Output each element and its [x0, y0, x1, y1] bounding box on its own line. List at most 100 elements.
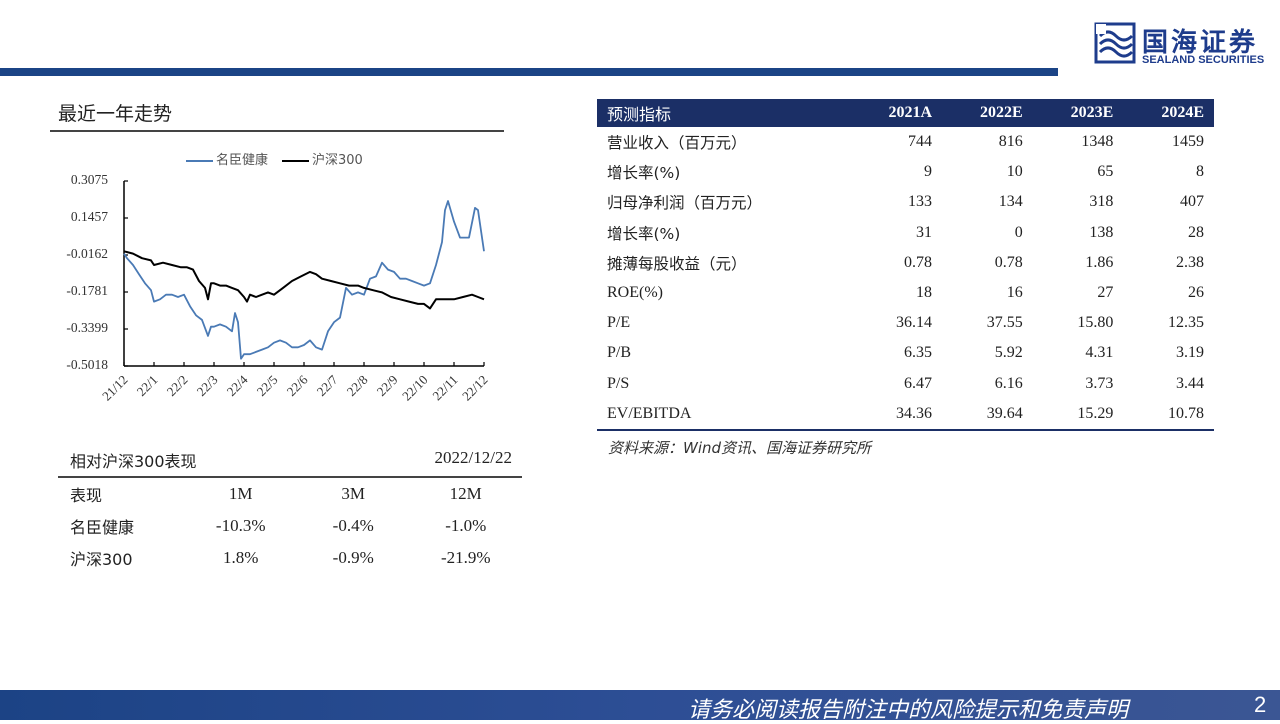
forecast-row-label: P/E: [607, 314, 631, 332]
forecast-cell: 5.92: [994, 344, 1023, 362]
forecast-cell: 0: [1014, 223, 1023, 241]
forecast-header-row: 预测指标 2021A 2022E 2023E 2024E: [597, 99, 1214, 127]
forecast-row: 摊薄每股收益（元） 0.78 0.78 1.86 2.38: [597, 248, 1214, 278]
forecast-row-label: 增长率(%): [607, 224, 681, 243]
relative-performance-table: 相对沪深300表现 2022/12/22 表现 1M 3M 12M 名臣健康 -…: [58, 448, 522, 574]
legend-swatch-stock: [186, 159, 213, 162]
page-number: 2: [1254, 692, 1267, 717]
legend-item-index: 沪深300: [282, 149, 363, 168]
forecast-col-indicator: 预测指标: [597, 99, 851, 127]
forecast-cell: 16: [1006, 284, 1023, 302]
forecast-cell: 318: [1089, 193, 1114, 211]
trend-title-rule: [50, 130, 504, 132]
forecast-cell: 3.44: [1176, 374, 1204, 392]
forecast-cell: 12.35: [1168, 314, 1204, 332]
perf-col-label: 表现: [70, 485, 103, 505]
forecast-cell: 407: [1180, 193, 1204, 211]
forecast-cell: 134: [998, 193, 1023, 211]
y-tick-label: -0.5018: [66, 357, 108, 372]
trend-title: 最近一年走势: [58, 103, 173, 125]
forecast-cell: 18: [916, 284, 933, 302]
footer-bar: [0, 690, 1280, 720]
forecast-row-label: 摊薄每股收益（元）: [607, 254, 747, 273]
y-tick-label: -0.0162: [66, 246, 108, 261]
perf-cell: -10.3%: [215, 515, 266, 535]
header-rule: [0, 68, 1058, 76]
forecast-row-label: ROE(%): [607, 284, 663, 302]
forecast-col-2021a: 2021A: [850, 99, 943, 127]
y-tick-label: 0.1457: [70, 209, 108, 224]
series-line-index: [123, 250, 485, 310]
forecast-row: 增长率(%) 31 0 138 28: [597, 218, 1214, 248]
forecast-cell: 15.29: [1032, 398, 1124, 431]
forecast-col-2024e: 2024E: [1123, 99, 1214, 127]
forecast-cell: 1348: [1081, 133, 1114, 151]
forecast-cell: 6.16: [994, 374, 1023, 392]
forecast-cell: 15.80: [1077, 314, 1114, 332]
perf-row-index: 沪深300 1.8% -0.9% -21.9%: [58, 542, 522, 574]
forecast-row: EV/EBITDA 34.36 39.64 15.29 10.78: [597, 398, 1214, 431]
forecast-row: P/E 36.14 37.55 15.80 12.35: [597, 308, 1214, 338]
forecast-cell: 6.35: [904, 344, 933, 362]
data-source-note: 资料来源：Wind资讯、国海证券研究所: [608, 439, 872, 457]
y-tick-label: -0.1781: [66, 283, 108, 298]
forecast-row-label: EV/EBITDA: [597, 398, 851, 431]
legend-swatch-index: [282, 159, 310, 162]
forecast-table: 预测指标 2021A 2022E 2023E 2024E 营业收入（百万元） 74…: [597, 99, 1214, 431]
perf-rule: [58, 476, 522, 478]
legend-label-stock: 名臣健康: [216, 153, 269, 168]
forecast-row: 营业收入（百万元） 744 816 1348 1459: [597, 127, 1214, 157]
y-tick-label: 0.3075: [70, 172, 108, 187]
forecast-row-label: 增长率(%): [607, 164, 681, 183]
forecast-cell: 65: [1097, 163, 1114, 181]
forecast-cell: 8: [1196, 163, 1204, 181]
perf-cell: 1.8%: [222, 547, 259, 567]
trend-chart: 0.3075 0.1457 -0.0162 -0.1781 -0.3399 -0.5018…: [50, 170, 510, 420]
forecast-row-label: 营业收入（百万元）: [607, 134, 747, 153]
forecast-cell: 133: [908, 193, 933, 211]
chart-plot: [123, 180, 485, 367]
forecast-row-label: 归母净利润（百万元）: [607, 194, 763, 213]
forecast-cell: 6.47: [904, 374, 933, 392]
perf-col-12m: 12M: [449, 483, 482, 503]
forecast-cell: 1459: [1172, 133, 1204, 151]
legend-label-index: 沪深300: [312, 153, 363, 168]
forecast-cell: 0.78: [904, 253, 933, 271]
forecast-cell: 9: [924, 163, 933, 181]
forecast-row-label: P/B: [607, 344, 632, 362]
forecast-cell: 3.73: [1085, 374, 1114, 392]
perf-header: 相对沪深300表现 2022/12/22: [58, 448, 522, 476]
forecast-cell: 10.78: [1123, 398, 1214, 431]
forecast-cell: 39.64: [942, 398, 1033, 431]
logo-text-cn: 国海证券: [1142, 28, 1259, 58]
forecast-cell: 10: [1006, 163, 1023, 181]
perf-cell: -0.9%: [332, 547, 374, 567]
forecast-row: P/S 6.47 6.16 3.73 3.44: [597, 369, 1214, 399]
forecast-cell: 0.78: [994, 253, 1023, 271]
perf-column-headers: 表现 1M 3M 12M: [58, 478, 522, 510]
perf-row-label: 沪深300: [70, 549, 133, 569]
forecast-cell: 138: [1089, 223, 1114, 241]
perf-title: 相对沪深300表现: [70, 452, 197, 471]
forecast-cell: 2.38: [1176, 253, 1204, 271]
forecast-cell: 816: [998, 133, 1023, 151]
company-logo: 国海证券 SEALAND SECURITIES: [1092, 20, 1272, 68]
forecast-cell: 744: [908, 133, 933, 151]
forecast-cell: 4.31: [1085, 344, 1114, 362]
perf-row-stock: 名臣健康 -10.3% -0.4% -1.0%: [58, 510, 522, 542]
perf-cell: -21.9%: [440, 547, 491, 567]
forecast-col-2022e: 2022E: [942, 99, 1033, 127]
forecast-cell: 26: [1188, 284, 1204, 302]
forecast-cell: 36.14: [896, 314, 933, 332]
forecast-cell: 37.55: [986, 314, 1023, 332]
perf-row-label: 名臣健康: [70, 517, 135, 537]
forecast-cell: 3.19: [1176, 344, 1204, 362]
sealand-logo-icon: [1094, 22, 1136, 64]
perf-cell: -1.0%: [445, 515, 487, 535]
perf-cell: -0.4%: [332, 515, 374, 535]
forecast-cell: 28: [1188, 223, 1204, 241]
forecast-row: 增长率(%) 9 10 65 8: [597, 157, 1214, 187]
disclaimer-text: 请务必阅读报告附注中的风险提示和免责声明: [688, 698, 1129, 723]
forecast-row: P/B 6.35 5.92 4.31 3.19: [597, 338, 1214, 368]
legend-item-stock: 名臣健康: [186, 149, 268, 168]
